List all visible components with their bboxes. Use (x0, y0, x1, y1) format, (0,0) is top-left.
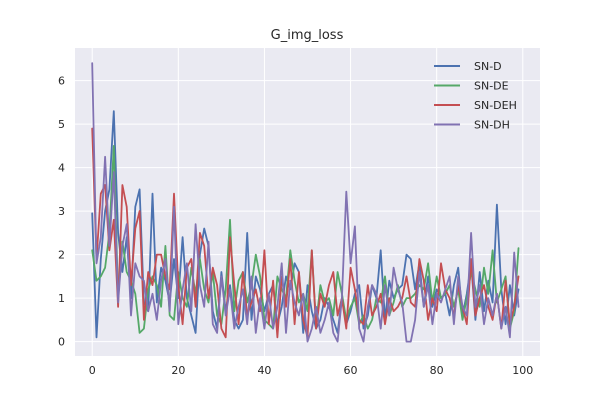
series-layer (91, 62, 520, 343)
legend-label: SN-DH (474, 119, 510, 132)
legend-label: SN-D (474, 60, 502, 73)
y-tick-label: 2 (58, 249, 65, 262)
series-line-sn-de (91, 144, 520, 334)
chart-title: G_img_loss (271, 28, 344, 43)
y-axis: 0 1 2 3 4 5 6 (58, 75, 65, 349)
y-tick-label: 4 (58, 162, 65, 175)
y-tick-label: 6 (58, 75, 65, 88)
legend-label: SN-DE (474, 80, 509, 93)
x-tick-label: 60 (344, 364, 358, 377)
legend: SN-D SN-DE SN-DEH SN-DH (434, 60, 517, 132)
x-tick-label: 40 (257, 364, 271, 377)
series-line-sn-dh (91, 62, 520, 343)
x-tick-label: 20 (171, 364, 185, 377)
y-tick-label: 3 (58, 205, 65, 218)
x-axis: 0 20 40 60 80 100 (89, 364, 534, 377)
x-tick-label: 80 (430, 364, 444, 377)
y-tick-label: 0 (58, 336, 65, 349)
y-tick-label: 5 (58, 118, 65, 131)
legend-label: SN-DEH (474, 99, 517, 112)
x-tick-label: 100 (512, 364, 533, 377)
y-tick-label: 1 (58, 292, 65, 305)
x-tick-label: 0 (89, 364, 96, 377)
